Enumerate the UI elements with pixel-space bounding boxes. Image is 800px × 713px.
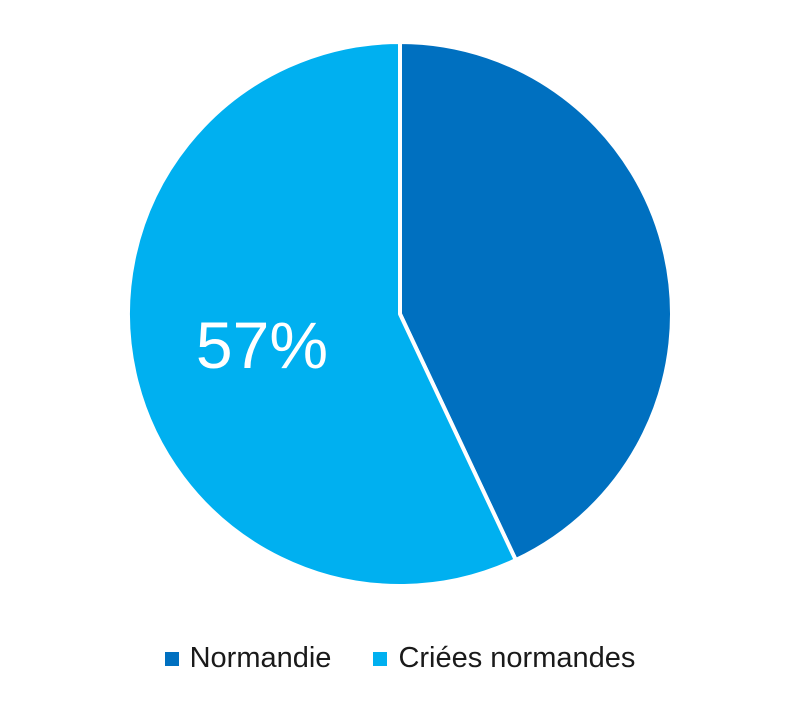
legend-item-criees-normandes: Criées normandes [373,642,635,675]
pie-slice-criees-normandes [126,40,518,588]
pie-slice-normandie [398,40,674,563]
data-label-criees-normandes: 57% [196,308,328,382]
legend-swatch-normandie [164,651,179,666]
legend-label-criees-normandes: Criées normandes [398,642,636,674]
legend-item-normandie: Normandie [164,642,332,675]
legend-label-normandie: Normandie [189,642,332,674]
chart-legend: Normandie Criées normandes [0,642,800,675]
legend-swatch-criees-normandes [373,651,388,666]
